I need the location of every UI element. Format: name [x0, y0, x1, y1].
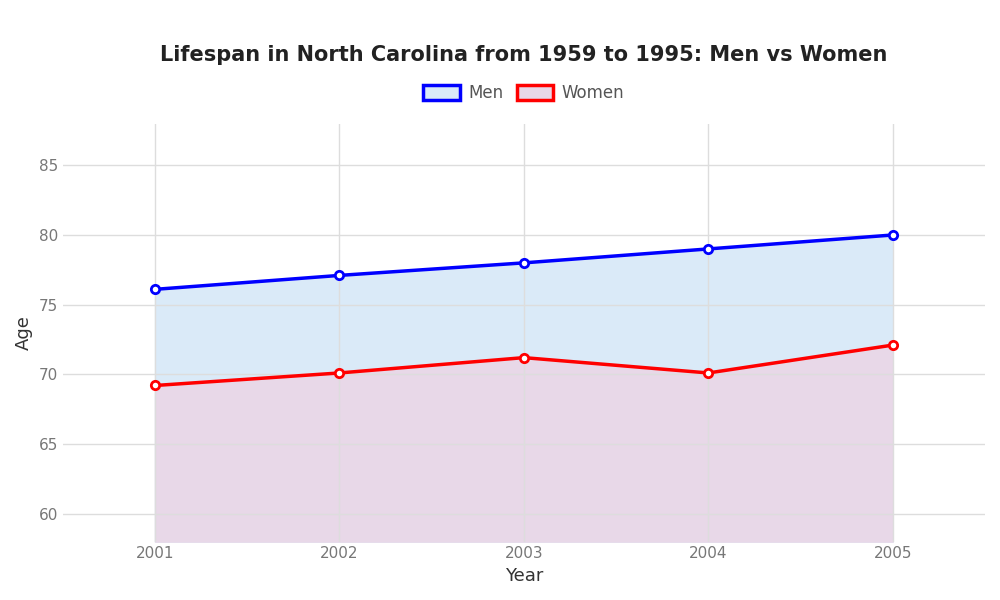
Legend: Men, Women: Men, Women: [417, 77, 631, 109]
X-axis label: Year: Year: [505, 567, 543, 585]
Y-axis label: Age: Age: [15, 315, 33, 350]
Title: Lifespan in North Carolina from 1959 to 1995: Men vs Women: Lifespan in North Carolina from 1959 to …: [160, 45, 888, 65]
